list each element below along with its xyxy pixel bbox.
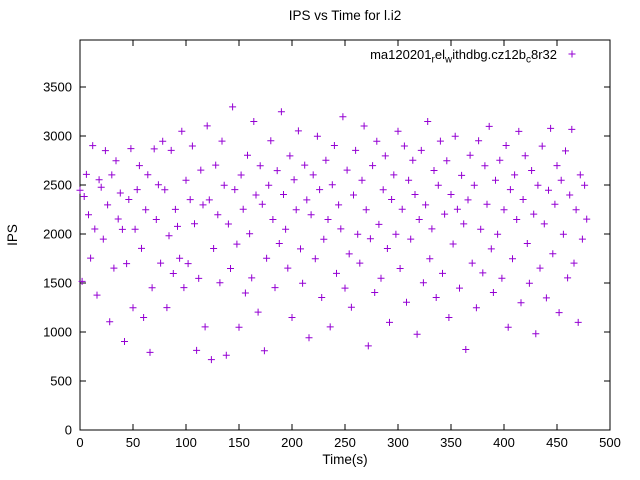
y-tick-label: 0 bbox=[65, 423, 72, 438]
y-tick-label: 500 bbox=[50, 374, 72, 389]
y-tick-label: 3000 bbox=[43, 129, 72, 144]
legend-marker-icon bbox=[568, 50, 576, 58]
y-tick-label: 1500 bbox=[43, 276, 72, 291]
x-tick-label: 450 bbox=[546, 435, 568, 450]
x-tick-label: 100 bbox=[175, 435, 197, 450]
x-tick-label: 200 bbox=[281, 435, 303, 450]
legend-label-segment: ma120201 bbox=[370, 47, 432, 62]
y-tick-label: 2500 bbox=[43, 178, 72, 193]
data-points bbox=[76, 103, 591, 364]
x-tick-label: 350 bbox=[440, 435, 462, 450]
x-axis-label: Time(s) bbox=[322, 452, 367, 467]
y-tick-label: 3500 bbox=[43, 80, 72, 95]
y-tick-label: 1000 bbox=[43, 325, 72, 340]
legend-label-subscript: w bbox=[445, 54, 453, 66]
x-tick-label: 300 bbox=[387, 435, 409, 450]
legend: ma120201relwithdbg.cz12bc8r32 bbox=[370, 47, 557, 66]
x-tick-label: 50 bbox=[126, 435, 140, 450]
x-tick-label: 250 bbox=[334, 435, 356, 450]
x-tick-label: 150 bbox=[228, 435, 250, 450]
plot-border bbox=[79, 39, 611, 431]
legend-label-segment: el bbox=[434, 47, 445, 62]
x-tick-label: 400 bbox=[493, 435, 515, 450]
legend-label-segment: 8r32 bbox=[530, 47, 557, 62]
x-tick-label: 0 bbox=[76, 435, 83, 450]
legend-label: ma120201relwithdbg.cz12bc8r32 bbox=[370, 47, 557, 66]
legend-label-subscript: c bbox=[525, 54, 531, 66]
legend-label-segment: ithdbg.cz12b bbox=[452, 47, 526, 62]
y-axis-label: IPS bbox=[5, 224, 20, 246]
legend-label-subscript: r bbox=[431, 54, 435, 66]
chart-title: IPS vs Time for l.i2 bbox=[289, 8, 402, 23]
y-tick-label: 2000 bbox=[43, 227, 72, 242]
axes bbox=[79, 39, 611, 431]
x-tick-label: 500 bbox=[599, 435, 621, 450]
